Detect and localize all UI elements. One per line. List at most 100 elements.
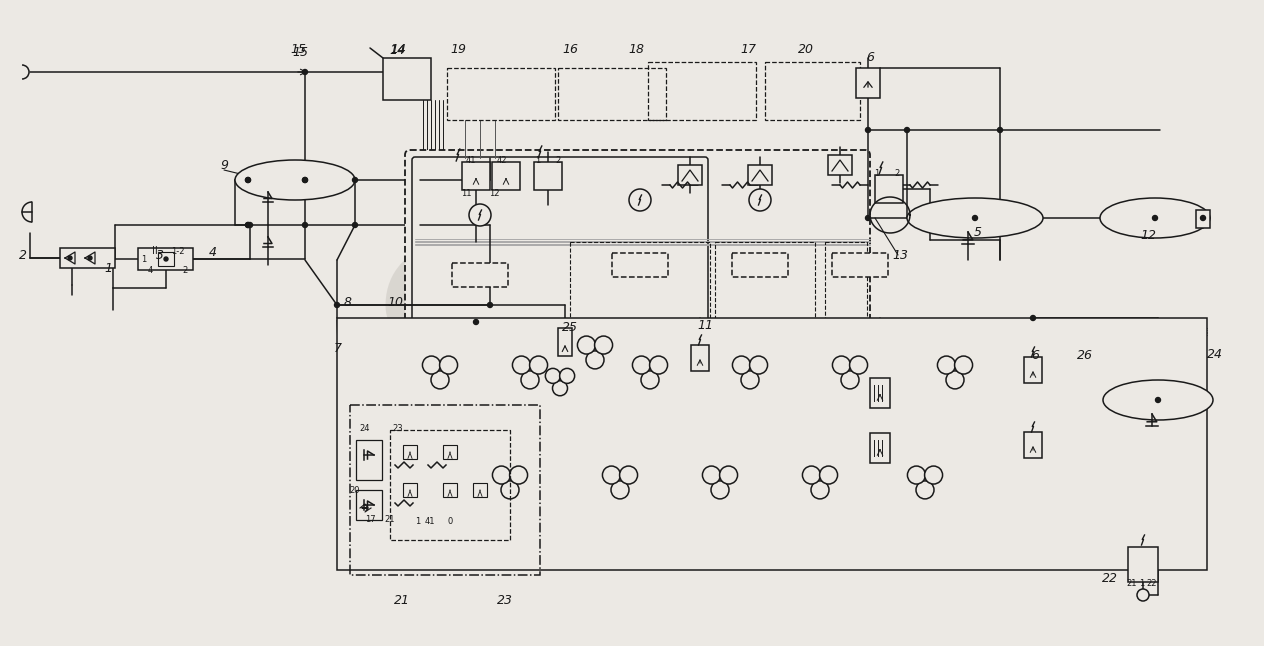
Ellipse shape	[710, 481, 729, 499]
Ellipse shape	[650, 356, 667, 374]
Circle shape	[1201, 216, 1206, 220]
Ellipse shape	[841, 371, 860, 389]
Bar	[1024, 432, 1042, 458]
Text: 24: 24	[1207, 348, 1224, 360]
Circle shape	[245, 178, 250, 183]
Ellipse shape	[469, 204, 490, 226]
Text: 21: 21	[1126, 579, 1138, 587]
Bar	[557, 68, 666, 120]
Circle shape	[1030, 315, 1035, 320]
Bar	[856, 68, 880, 98]
Text: 22: 22	[1146, 579, 1158, 587]
FancyBboxPatch shape	[404, 150, 870, 335]
Bar	[533, 162, 562, 190]
Ellipse shape	[938, 356, 956, 374]
Bar	[391, 430, 509, 540]
Circle shape	[245, 222, 250, 227]
Bar	[403, 483, 417, 497]
Ellipse shape	[641, 371, 659, 389]
Text: 1: 1	[875, 169, 880, 178]
Bar	[1196, 210, 1210, 228]
Circle shape	[972, 216, 977, 220]
Ellipse shape	[509, 466, 527, 484]
Text: 24: 24	[360, 424, 370, 433]
Ellipse shape	[819, 466, 838, 484]
Text: 21: 21	[394, 594, 410, 607]
Text: 2: 2	[895, 169, 900, 178]
Circle shape	[866, 216, 871, 220]
Text: 15: 15	[292, 45, 308, 59]
Text: 3: 3	[155, 249, 164, 262]
Text: 5: 5	[975, 225, 982, 238]
Ellipse shape	[732, 356, 751, 374]
Text: 6: 6	[1031, 348, 1039, 362]
Ellipse shape	[833, 356, 851, 374]
Text: 17: 17	[365, 516, 375, 525]
Bar	[825, 242, 867, 322]
Circle shape	[302, 178, 307, 183]
Bar	[1024, 357, 1042, 383]
Ellipse shape	[440, 356, 458, 374]
Ellipse shape	[603, 466, 621, 484]
Text: 7: 7	[334, 342, 343, 355]
Bar	[870, 433, 890, 463]
Circle shape	[68, 256, 72, 260]
Ellipse shape	[1103, 380, 1213, 420]
Ellipse shape	[811, 481, 829, 499]
Bar	[356, 440, 382, 480]
Ellipse shape	[945, 371, 964, 389]
Text: 25: 25	[562, 320, 578, 333]
Circle shape	[335, 302, 340, 307]
Ellipse shape	[611, 481, 629, 499]
Text: 1: 1	[416, 517, 421, 526]
Bar	[442, 483, 458, 497]
Ellipse shape	[431, 371, 449, 389]
Text: 41: 41	[465, 156, 477, 165]
Ellipse shape	[560, 368, 575, 383]
Circle shape	[997, 127, 1002, 132]
Bar	[350, 405, 540, 575]
Bar	[557, 328, 573, 356]
Text: ОПЕК: ОПЕК	[380, 244, 779, 366]
Bar	[158, 252, 174, 266]
Ellipse shape	[578, 336, 595, 354]
Ellipse shape	[954, 356, 972, 374]
Text: 0: 0	[447, 517, 453, 526]
Text: 1: 1	[104, 262, 112, 275]
Bar	[648, 62, 756, 120]
Ellipse shape	[594, 336, 613, 354]
FancyBboxPatch shape	[412, 157, 708, 328]
Text: 20: 20	[350, 486, 360, 494]
Text: 4: 4	[148, 266, 153, 275]
Bar	[691, 345, 709, 371]
Text: 26: 26	[1077, 348, 1093, 362]
Ellipse shape	[632, 356, 651, 374]
Ellipse shape	[750, 356, 767, 374]
Text: 17: 17	[739, 43, 756, 56]
Ellipse shape	[512, 356, 531, 374]
Circle shape	[474, 320, 479, 324]
Ellipse shape	[908, 466, 925, 484]
Bar	[403, 445, 417, 459]
Bar	[715, 242, 815, 322]
Circle shape	[866, 127, 871, 132]
Circle shape	[245, 178, 250, 183]
Ellipse shape	[586, 351, 604, 369]
Ellipse shape	[750, 189, 771, 211]
Text: 41: 41	[425, 517, 435, 526]
Text: 9: 9	[220, 158, 228, 171]
Bar	[473, 483, 487, 497]
Circle shape	[353, 178, 358, 183]
Text: 8: 8	[344, 295, 351, 309]
Ellipse shape	[741, 371, 758, 389]
Ellipse shape	[908, 198, 1043, 238]
Text: 23: 23	[393, 424, 403, 433]
Circle shape	[905, 127, 910, 132]
Circle shape	[245, 222, 250, 227]
Bar	[383, 58, 431, 100]
Ellipse shape	[803, 466, 820, 484]
Bar	[748, 165, 772, 185]
Bar	[59, 248, 115, 268]
Text: 13: 13	[892, 249, 908, 262]
Text: 1-2: 1-2	[171, 247, 185, 256]
